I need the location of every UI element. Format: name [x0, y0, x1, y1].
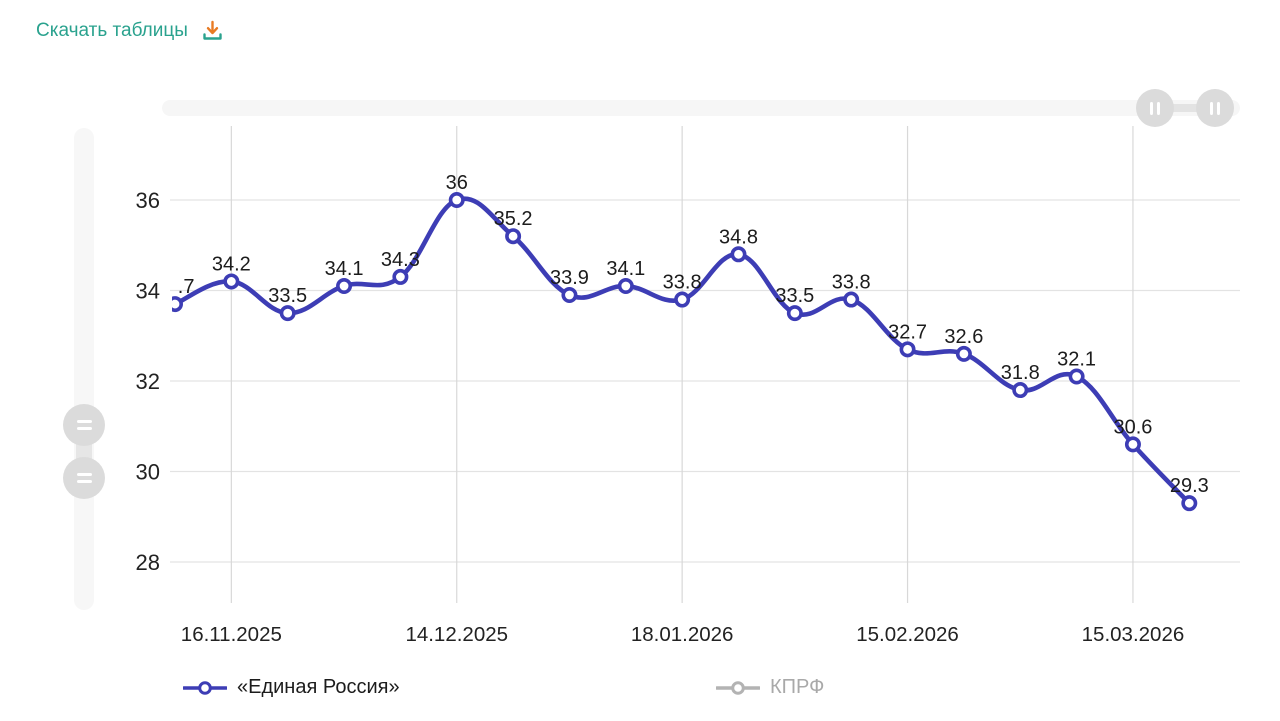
equals-grip-icon [76, 420, 92, 423]
data-point-marker[interactable] [730, 246, 747, 263]
y-axis-tick-label: 36 [136, 188, 160, 213]
data-point-label: 34.1 [606, 258, 645, 280]
data-point-label: 33.5 [775, 285, 814, 307]
legend-item-united-russia[interactable]: «Единая Россия» [183, 676, 400, 699]
equals-grip-icon [76, 480, 92, 483]
data-point-label: 34.8 [719, 226, 758, 248]
x-scrollbar-right-grip[interactable] [1196, 89, 1234, 127]
data-point-label: 32.1 [1057, 348, 1096, 370]
data-point-marker[interactable] [899, 341, 916, 358]
data-point-label: 32.7 [888, 321, 927, 343]
data-point-label: 33.8 [663, 272, 702, 294]
y-scrollbar-bottom-grip[interactable] [63, 457, 105, 499]
pause-grip-icon [1210, 101, 1213, 115]
x-range-scrollbar-track[interactable] [162, 100, 1240, 116]
data-point-label: 31.8 [1001, 362, 1040, 384]
series-group [169, 192, 1198, 512]
x-scrollbar-left-grip[interactable] [1136, 89, 1174, 127]
data-point-label: 33.9 [550, 267, 589, 289]
data-point-marker[interactable] [392, 268, 409, 285]
x-axis-tick-label: 15.02.2026 [856, 623, 959, 646]
y-range-scrollbar-track[interactable] [74, 128, 94, 610]
x-axis-tick-label: 15.03.2026 [1082, 623, 1185, 646]
data-point-marker[interactable] [786, 305, 803, 322]
download-tables-link[interactable]: Скачать таблицы [36, 18, 225, 44]
data-point-marker[interactable] [448, 192, 465, 209]
x-axis-tick-label: 16.11.2025 [181, 623, 282, 646]
data-point-marker[interactable] [505, 228, 522, 245]
data-point-marker[interactable] [1012, 382, 1029, 399]
legend-item-label: «Единая Россия» [237, 676, 400, 698]
data-point-marker[interactable] [1181, 495, 1198, 512]
data-point-marker[interactable] [1124, 436, 1141, 453]
y-axis-tick-label: 32 [136, 369, 160, 394]
x-range-scrollbar-range[interactable] [1155, 104, 1215, 112]
data-point-label: 33.8 [832, 272, 871, 294]
data-point-label: 36 [446, 172, 468, 194]
equals-grip-icon [76, 427, 92, 430]
data-point-label: 33.5 [268, 285, 307, 307]
data-point-marker[interactable] [955, 345, 972, 362]
data-point-marker[interactable] [279, 305, 296, 322]
x-axis-tick-label: 14.12.2025 [405, 623, 508, 646]
data-point-label: 32.6 [944, 326, 983, 348]
data-point-marker[interactable] [843, 291, 860, 308]
legend-marker-kprf-icon [716, 680, 760, 695]
data-point-marker[interactable] [169, 296, 183, 313]
download-icon [203, 20, 222, 40]
data-point-label: 30.6 [1113, 416, 1152, 438]
pause-grip-icon [1217, 101, 1220, 115]
data-point-marker[interactable] [561, 287, 578, 304]
data-point-label: 34.3 [381, 249, 420, 271]
data-point-label: 33.7 [156, 276, 195, 298]
download-tables-label: Скачать таблицы [36, 20, 188, 41]
legend-marker-united-russia-icon [183, 680, 227, 695]
data-point-marker[interactable] [1068, 368, 1085, 385]
pause-grip-icon [1150, 101, 1153, 115]
data-point-label: 29.3 [1170, 475, 1209, 497]
data-point-marker[interactable] [674, 291, 691, 308]
y-axis-tick-label: 28 [136, 550, 160, 575]
legend-item-label: КПРФ [770, 676, 825, 698]
chart-legend: «Единая Россия» КПРФ [0, 676, 1280, 710]
data-point-marker[interactable] [336, 277, 353, 294]
y-axis-tick-label: 34 [136, 279, 160, 304]
y-axis-tick-label: 30 [136, 460, 160, 485]
data-point-label: 35.2 [494, 208, 533, 230]
data-point-marker[interactable] [223, 273, 240, 290]
data-point-label: 34.1 [325, 258, 364, 280]
data-point-marker[interactable] [617, 277, 634, 294]
pause-grip-icon [1157, 101, 1160, 115]
data-point-label: 34.2 [212, 253, 251, 275]
x-axis-tick-label: 18.01.2026 [631, 623, 734, 646]
point-label-group: 33.7 34.2 33.5 34.1 34.3 36 35.2 33.9 34.1 33.8 34… [156, 172, 1209, 497]
equals-grip-icon [76, 473, 92, 476]
legend-item-kprf[interactable]: КПРФ [716, 676, 824, 699]
y-scrollbar-top-grip[interactable] [63, 404, 105, 446]
